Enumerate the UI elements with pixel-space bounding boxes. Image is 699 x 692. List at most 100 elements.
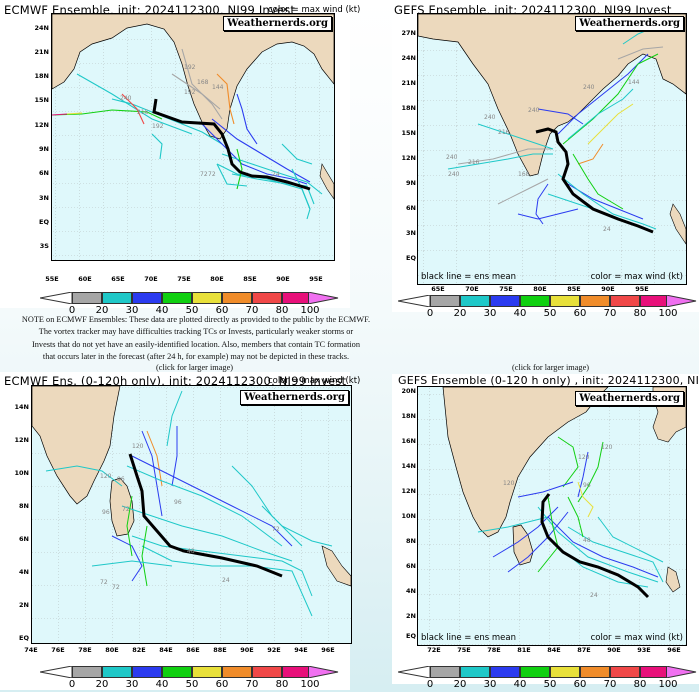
x-tick: 60E (78, 275, 92, 283)
x-tick: 96E (321, 646, 335, 654)
x-tick: 80E (210, 275, 224, 283)
color-legend-note: color = max wind (kt) (268, 376, 361, 386)
wind-colorbar: 0 20 30 40 50 60 70 80 100 (398, 295, 698, 319)
y-tick: 10N (14, 469, 30, 477)
y-tick: 20N (401, 387, 417, 395)
svg-text:72: 72 (100, 579, 108, 586)
svg-text:192: 192 (184, 64, 196, 71)
y-tick: 21N (401, 79, 417, 87)
svg-text:168: 168 (518, 171, 530, 178)
svg-text:120: 120 (601, 444, 613, 451)
x-tick: 74E (24, 646, 38, 654)
y-tick: 3N (39, 194, 49, 202)
ensemble-mean-note: black line = ens mean (421, 633, 516, 643)
y-tick: 18N (34, 72, 50, 80)
wind-colorbar: 0 20 30 40 50 60 70 80 100 (40, 666, 340, 690)
svg-text:240: 240 (446, 154, 458, 161)
y-tick: 10N (401, 512, 417, 520)
colorbar-labels: 0 20 30 40 50 60 70 80 100 (68, 305, 320, 316)
y-tick: 21N (34, 48, 50, 56)
svg-text:144: 144 (212, 84, 224, 91)
svg-text:96: 96 (174, 499, 182, 506)
y-tick: 16N (401, 437, 417, 445)
weathernerds-brand: Weathernerds.org (575, 391, 684, 406)
y-tick: EQ (406, 254, 416, 262)
wind-colorbar: 0 20 30 40 50 60 70 80 100 (398, 666, 698, 690)
click-larger-image-link[interactable]: (click for larger image) (512, 363, 590, 372)
gefs-ensemble-panel[interactable]: GEFS Ensemble, init: 2024112300, NI99 In… (392, 0, 699, 312)
svg-text:120: 120 (503, 480, 515, 487)
svg-text:192: 192 (152, 123, 164, 130)
y-tick: 9N (406, 179, 416, 187)
svg-text:240: 240 (583, 84, 595, 91)
x-tick: 86E (186, 646, 200, 654)
svg-text:96: 96 (583, 482, 591, 489)
svg-text:72: 72 (200, 171, 208, 178)
track-map[interactable]: 192 168 192 144 240 216 192 72 72 24 Weatherner… (51, 13, 335, 261)
panel-title: GEFS Ensemble (0-120 h only) , init: 202… (398, 374, 699, 387)
y-tick: EQ (406, 632, 416, 640)
svg-text:24: 24 (603, 226, 611, 233)
x-tick: 84E (159, 646, 173, 654)
svg-text:120: 120 (100, 473, 112, 480)
track-map[interactable]: 120 120 96 96 96 72 72 72 72 48 24 Weathernerds… (31, 385, 352, 644)
y-tick: 12N (401, 154, 417, 162)
x-tick: 75E (457, 646, 471, 654)
y-tick: 8N (406, 537, 416, 545)
x-tick: 80E (105, 646, 119, 654)
y-tick: 15N (401, 129, 417, 137)
y-tick: 4N (19, 568, 29, 576)
track-map[interactable]: 120 120 120 96 48 24 Weathernerds.org black … (417, 386, 687, 646)
svg-text:120: 120 (578, 454, 590, 461)
panel-title: ECMWF Ens. (0-120h only), init: 20241123… (4, 374, 347, 388)
svg-text:72: 72 (208, 171, 216, 178)
y-tick: 15N (34, 96, 50, 104)
x-tick: 65E (111, 275, 125, 283)
weathernerds-brand: Weathernerds.org (575, 16, 684, 31)
x-tick: 95E (635, 285, 649, 293)
x-tick: 78E (78, 646, 92, 654)
y-tick: 4N (406, 587, 416, 595)
y-tick: 27N (401, 29, 417, 37)
ecmwf-ensemble-panel[interactable]: ECMWF Ensemble, init: 2024112300, NI99 I… (0, 0, 360, 308)
x-tick: 95E (309, 275, 323, 283)
click-larger-image-link[interactable]: (click for larger image) (156, 363, 234, 372)
color-legend-note: color = max wind (kt) (590, 272, 683, 282)
svg-text:24: 24 (272, 171, 280, 178)
x-tick: 94E (294, 646, 308, 654)
x-tick: 96E (667, 646, 681, 654)
ecmwf-120h-panel[interactable]: ECMWF Ens. (0-120h only), init: 20241123… (0, 372, 360, 690)
svg-text:216: 216 (137, 109, 149, 116)
x-tick: 90E (276, 275, 290, 283)
svg-text:240: 240 (120, 95, 132, 102)
y-tick: 14N (401, 462, 417, 470)
svg-text:144: 144 (628, 79, 640, 86)
x-tick: 80E (533, 285, 547, 293)
svg-text:192: 192 (184, 89, 196, 96)
x-tick: 70E (144, 275, 158, 283)
y-tick: 3N (406, 229, 416, 237)
svg-text:96: 96 (117, 476, 125, 483)
y-tick: 18N (401, 104, 417, 112)
x-tick: 81E (517, 646, 531, 654)
svg-text:168: 168 (197, 79, 209, 86)
y-tick: 24N (401, 54, 417, 62)
svg-text:48: 48 (187, 548, 195, 555)
svg-text:240: 240 (528, 107, 540, 114)
svg-text:96: 96 (102, 509, 110, 516)
x-tick: 78E (487, 646, 501, 654)
track-map[interactable]: 240 240 216 240 216 240 168 240 144 24 Weathern… (417, 13, 687, 285)
y-tick: 6N (406, 204, 416, 212)
y-tick: 12N (401, 487, 417, 495)
gefs-120h-panel[interactable]: GEFS Ensemble (0-120 h only) , init: 202… (392, 374, 699, 684)
svg-text:24: 24 (590, 592, 598, 599)
x-tick: 93E (637, 646, 651, 654)
x-tick: 92E (267, 646, 281, 654)
y-tick: 3S (39, 242, 49, 250)
x-tick: 85E (567, 285, 581, 293)
y-tick: EQ (19, 634, 29, 642)
x-tick: 65E (431, 285, 445, 293)
y-tick: 12N (34, 121, 50, 129)
x-tick: 90E (601, 285, 615, 293)
weathernerds-brand: Weathernerds.org (240, 390, 349, 405)
